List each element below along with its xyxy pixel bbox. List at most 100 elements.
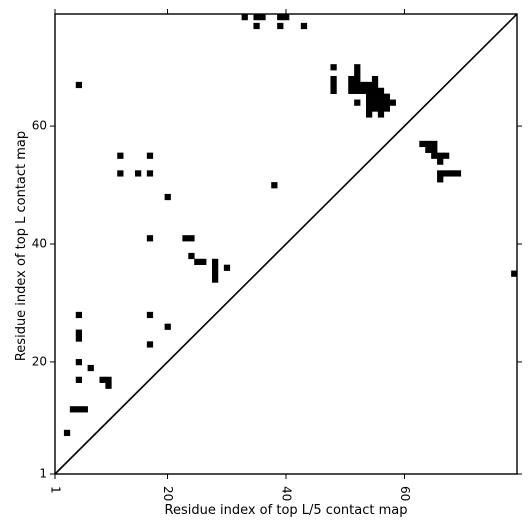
contact-point (360, 87, 367, 94)
contact-point (366, 87, 373, 94)
contact-point (425, 140, 432, 148)
contact-point (366, 81, 373, 89)
contact-point (371, 93, 379, 100)
contact-point (271, 182, 278, 189)
contact-point (383, 99, 391, 106)
contact-point (371, 81, 379, 89)
contact-point (330, 64, 337, 71)
contact-point (366, 99, 373, 106)
contact-point (366, 93, 373, 100)
contact-point (437, 176, 444, 183)
contact-point (431, 146, 438, 153)
contact-point (377, 93, 385, 100)
contact-point (443, 152, 450, 159)
contact-point (431, 152, 438, 159)
contact-point (354, 81, 361, 89)
contact-point (146, 152, 154, 159)
contact-point (164, 323, 171, 330)
contact-point (389, 99, 396, 106)
contact-point (223, 264, 231, 271)
contact-point (330, 75, 337, 83)
contact-point (277, 22, 284, 30)
contact-point (146, 170, 154, 177)
contact-point (212, 270, 219, 277)
contact-point (371, 105, 379, 112)
contact-point (300, 22, 308, 30)
x-tick-label: 40 (280, 486, 294, 501)
contact-point (348, 81, 355, 89)
contact-point (448, 170, 456, 177)
x-tick-label: 20 (161, 486, 175, 501)
contact-point (330, 87, 337, 94)
contact-point (75, 335, 83, 342)
contact-point (431, 140, 438, 148)
contact-point (419, 140, 426, 148)
contact-point (383, 93, 391, 100)
contact-point (283, 14, 290, 21)
contact-point (330, 81, 337, 89)
y-tick-label: 60 (32, 119, 47, 133)
contact-point (425, 146, 432, 153)
contact-point (75, 81, 83, 89)
contact-point (105, 376, 112, 383)
contact-point (164, 193, 171, 201)
contact-point (117, 152, 124, 159)
y-tick-label: 40 (32, 237, 47, 251)
y-axis-label: Residue index of top L contact map (14, 131, 29, 361)
contact-point (182, 235, 189, 242)
contact-point (117, 170, 124, 177)
contact-points (63, 14, 518, 437)
contact-point (377, 111, 385, 118)
contact-point (241, 14, 248, 21)
y-tick-label: 20 (32, 354, 47, 368)
contact-point (443, 170, 450, 177)
contact-point (354, 70, 361, 77)
y-tick-label: 1 (39, 467, 47, 481)
contact-point (377, 99, 385, 106)
contact-point (253, 22, 260, 30)
contact-point (81, 406, 88, 413)
contact-point (146, 311, 154, 319)
contact-point (188, 235, 195, 242)
contact-point (194, 258, 201, 265)
contact-point (212, 258, 219, 265)
contact-point (87, 364, 94, 372)
contact-point (354, 64, 361, 71)
contact-point (259, 14, 266, 21)
contact-point (437, 170, 444, 177)
contact-point (366, 105, 373, 112)
x-tick-label: 60 (398, 486, 412, 501)
diagonal-line (54, 13, 518, 475)
contact-point (437, 152, 444, 159)
contact-point (105, 382, 112, 389)
contact-point (135, 170, 142, 177)
contact-point (371, 99, 379, 106)
contact-point (360, 81, 367, 89)
contact-point (253, 14, 260, 21)
contact-point (348, 75, 355, 83)
contact-point (212, 264, 219, 271)
axis-ticks (50, 9, 522, 479)
contact-point (366, 111, 373, 118)
tick-labels: 1 20 40 60 1 20 40 60 (32, 119, 412, 502)
contact-point (377, 87, 385, 94)
contact-point (354, 99, 361, 106)
contact-point (377, 105, 385, 112)
contact-point (146, 341, 154, 348)
contact-point (75, 406, 83, 413)
contact-point (354, 75, 361, 83)
contact-point (75, 311, 83, 319)
contact-point (511, 270, 518, 277)
contact-point (69, 406, 77, 413)
contact-point (146, 235, 154, 242)
contact-point (200, 258, 207, 265)
contact-point (75, 359, 83, 366)
contact-point (454, 170, 462, 177)
contact-point (99, 376, 106, 383)
contact-point (371, 87, 379, 94)
contact-point (188, 252, 195, 260)
contact-point (383, 105, 391, 112)
contact-point (437, 158, 444, 165)
contact-point (354, 87, 361, 94)
